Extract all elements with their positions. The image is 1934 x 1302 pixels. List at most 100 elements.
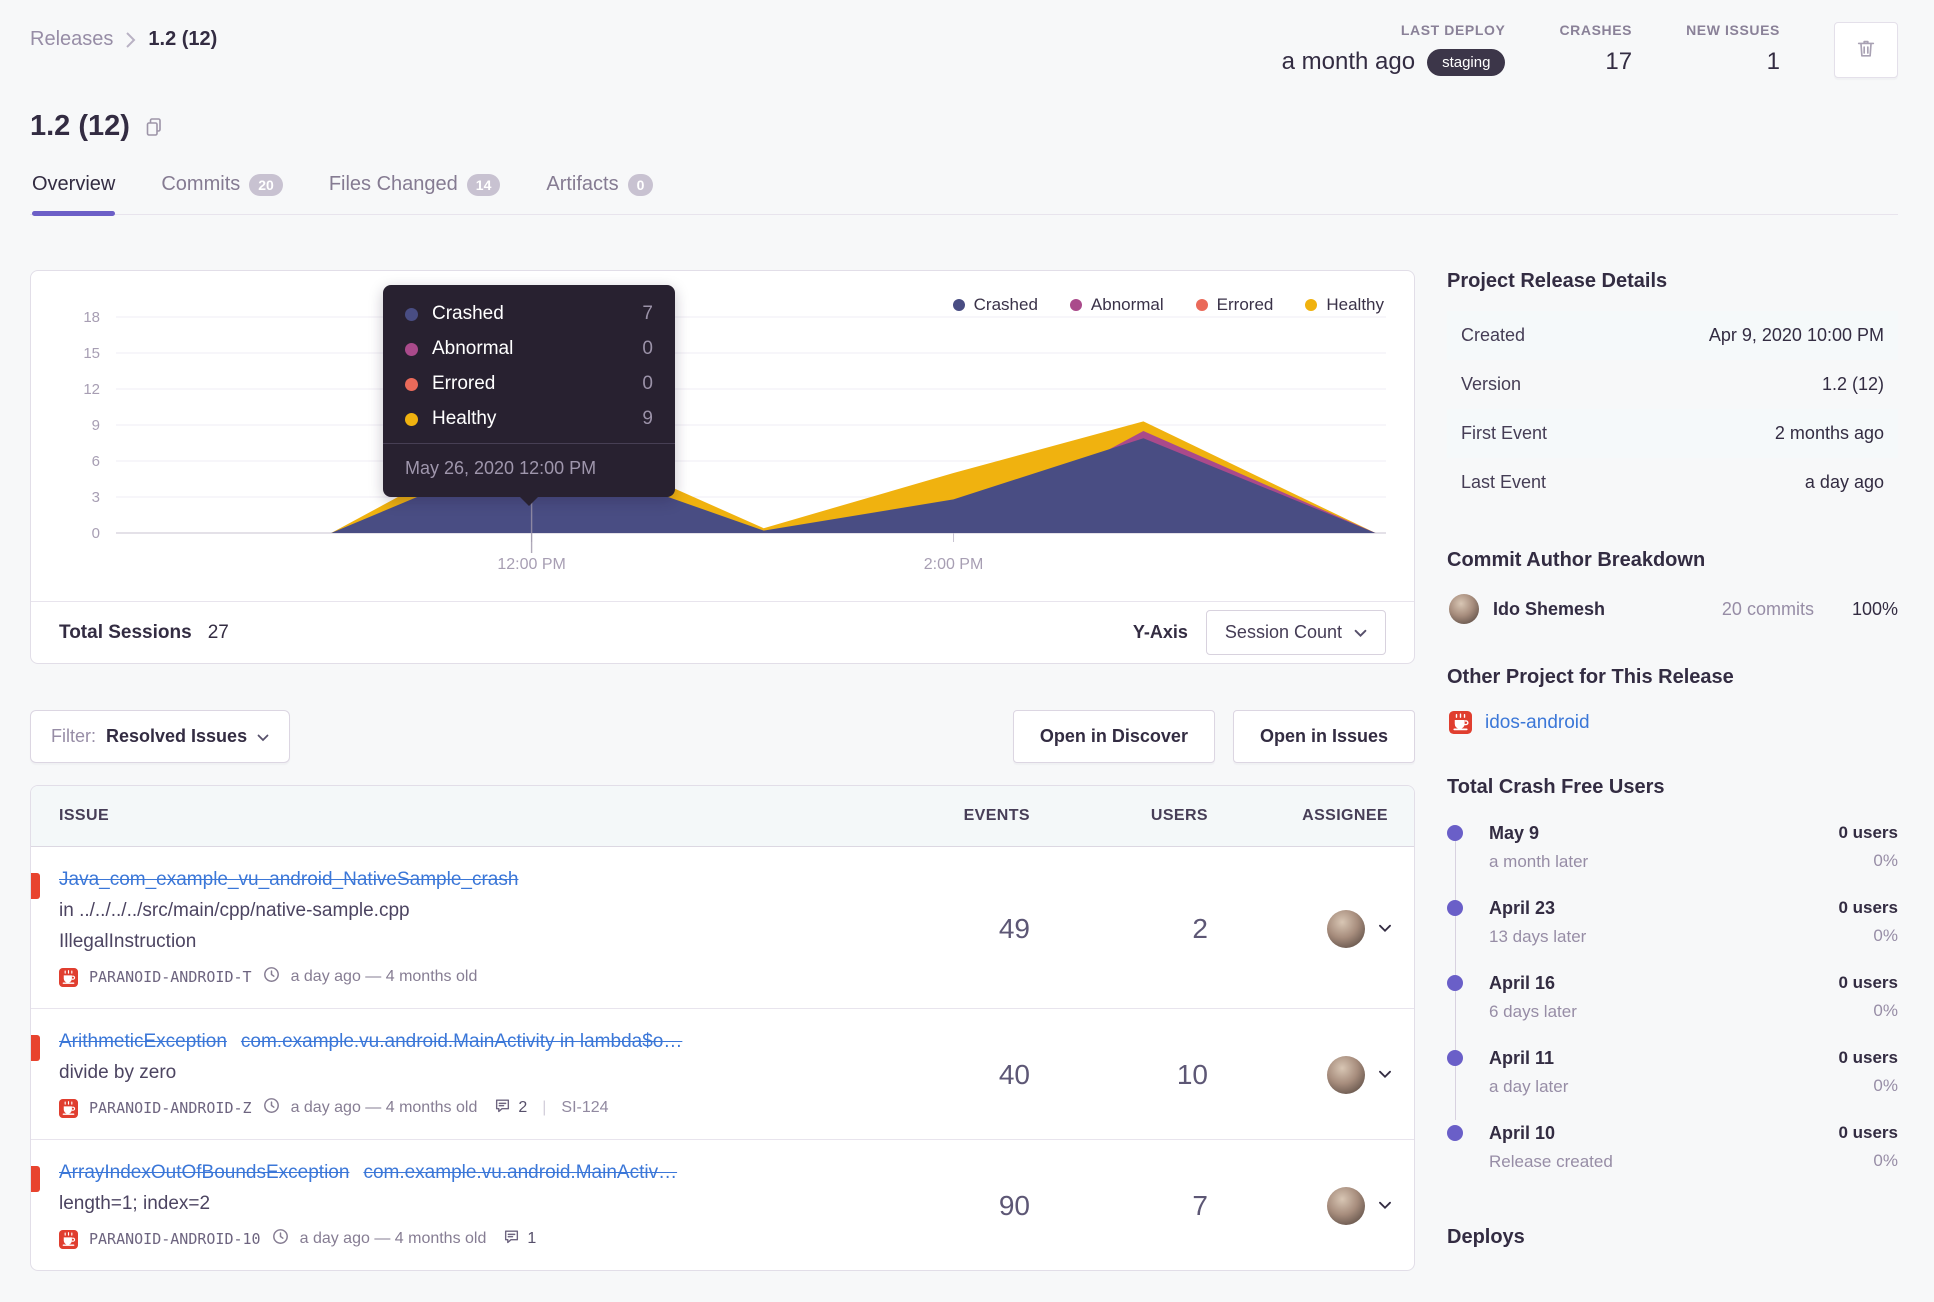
other-project-row: idos-android (1447, 711, 1898, 734)
chevron-down-icon (1378, 1066, 1392, 1084)
crash-free-heading: Total Crash Free Users (1447, 776, 1665, 798)
author-percent: 100% (1851, 598, 1898, 619)
clock-icon (263, 1097, 280, 1119)
svg-text:9: 9 (92, 417, 100, 434)
y-axis-select[interactable]: Session Count (1205, 610, 1386, 655)
project-slug: PARANOID-ANDROID-10 (89, 1230, 261, 1248)
y-axis-label: Y-Axis (1132, 622, 1188, 642)
detail-row-version: Version 1.2 (12) (1461, 374, 1884, 394)
error-level-indicator (31, 1035, 40, 1061)
copy-icon[interactable] (144, 116, 164, 138)
tab-files-changed[interactable]: Files Changed 14 (329, 173, 501, 214)
breadcrumb-releases-link[interactable]: Releases (30, 28, 114, 50)
svg-text:6: 6 (92, 453, 100, 470)
assignee-avatar (1327, 909, 1365, 948)
tooltip-row-abnormal: Abnormal 0 (405, 338, 653, 360)
files-changed-count-badge: 14 (466, 173, 501, 196)
users-count: 7 (1192, 1190, 1208, 1221)
last-deploy-label: LAST DEPLOY (1400, 22, 1506, 38)
page-title: 1.2 (12) (30, 110, 130, 142)
crash-free-timeline: May 9 a month later 0 users 0% April 23 … (1447, 823, 1898, 1172)
trash-icon (1855, 36, 1877, 65)
assignee-avatar (1327, 1056, 1365, 1094)
abnormal-dot-icon (1069, 299, 1082, 311)
tab-overview[interactable]: Overview (32, 173, 116, 216)
tooltip-row-healthy: Healthy 9 (405, 408, 653, 430)
issue-title-link[interactable]: ArrayIndexOutOfBoundsException (59, 1162, 350, 1183)
events-count: 90 (998, 1190, 1030, 1221)
tab-commits[interactable]: Commits 20 (161, 173, 283, 214)
timeline-dot-icon (1447, 1050, 1463, 1066)
assignee-avatar (1327, 1187, 1365, 1225)
author-name: Ido Shemesh (1493, 598, 1606, 619)
detail-row-last-event: Last Event a day ago (1461, 472, 1884, 492)
legend-abnormal[interactable]: Abnormal (1069, 295, 1164, 315)
issue-culprit-link[interactable]: com.example.vu.android.MainActiv… (363, 1162, 678, 1183)
commit-author-row: Ido Shemesh 20 commits 100% (1447, 594, 1898, 624)
errored-dot-icon (405, 377, 418, 391)
detail-row-first-event: First Event 2 months ago (1447, 409, 1898, 458)
project-cup-icon (59, 1229, 78, 1249)
healthy-dot-icon (405, 412, 418, 426)
chart-tooltip: Crashed 7 Abnormal 0 Errored 0 (383, 285, 675, 506)
legend-healthy[interactable]: Healthy (1305, 295, 1384, 315)
healthy-dot-icon (1305, 299, 1318, 311)
table-row: ArithmeticException com.example.vu.andro… (31, 1008, 1414, 1139)
breadcrumb: Releases 1.2 (12) (30, 22, 217, 51)
issue-value: divide by zero (59, 1062, 177, 1083)
issues-table-header: ISSUE EVENTS USERS ASSIGNEE (31, 786, 1414, 847)
assignee-dropdown[interactable] (1208, 1187, 1414, 1225)
error-level-indicator (31, 873, 40, 899)
issue-title-link[interactable]: ArithmeticException (59, 1031, 227, 1052)
column-events: EVENTS (963, 807, 1030, 824)
issue-culprit-link[interactable]: com.example.vu.android.MainActivity in l… (240, 1031, 683, 1052)
clock-icon (272, 1228, 289, 1250)
timeline-dot-icon (1447, 825, 1463, 841)
other-project-link[interactable]: idos-android (1485, 711, 1590, 733)
assignee-dropdown[interactable] (1208, 1056, 1414, 1094)
project-slug: PARANOID-ANDROID-Z (89, 1099, 252, 1117)
svg-text:15: 15 (83, 345, 100, 362)
sessions-chart-card: 0 3 6 9 12 15 18 12:00 PM 2:00 PM Crashed Abnorm… (30, 270, 1415, 664)
list-item: May 9 a month later 0 users 0% (1447, 823, 1898, 872)
issue-title-link[interactable]: Java_com_example_vu_android_NativeSample… (59, 869, 519, 890)
chevron-down-icon (1378, 920, 1392, 938)
deploys-heading: Deploys (1447, 1226, 1525, 1248)
column-issue: ISSUE (59, 807, 110, 824)
users-count: 10 (1176, 1059, 1208, 1090)
crashes-label: CRASHES (1559, 22, 1633, 38)
breadcrumb-current: 1.2 (12) (148, 28, 218, 50)
issue-short-id: SI-124 (561, 1099, 609, 1116)
last-deploy-value: a month ago (1281, 48, 1416, 75)
details-table: Created Apr 9, 2020 10:00 PM Version 1.2… (1447, 311, 1898, 507)
open-in-issues-button[interactable]: Open in Issues (1232, 710, 1415, 763)
comment-icon (494, 1097, 511, 1119)
crashed-dot-icon (952, 299, 965, 311)
environment-badge: staging (1427, 48, 1506, 76)
comment-icon (503, 1228, 520, 1250)
issue-age: a day ago — 4 months old (290, 968, 478, 985)
svg-text:18: 18 (83, 309, 100, 326)
chevron-down-icon (1354, 622, 1367, 643)
assignee-dropdown[interactable] (1208, 909, 1414, 948)
svg-text:3: 3 (92, 489, 100, 506)
chevron-down-icon (1378, 1197, 1392, 1215)
tab-artifacts[interactable]: Artifacts 0 (546, 173, 654, 214)
open-in-discover-button[interactable]: Open in Discover (1012, 710, 1215, 763)
new-issues-value: 1 (1766, 48, 1780, 75)
release-tabs: Overview Commits 20 Files Changed 14 Art… (30, 173, 1898, 216)
last-deploy-stat: LAST DEPLOY a month ago staging (1282, 22, 1506, 76)
detail-row-created: Created Apr 9, 2020 10:00 PM (1447, 311, 1898, 360)
new-issues-stat: NEW ISSUES 1 (1686, 22, 1780, 76)
legend-errored[interactable]: Errored (1195, 295, 1273, 315)
issue-age: a day ago — 4 months old (299, 1230, 487, 1247)
issue-filter-select[interactable]: Filter: Resolved Issues (30, 710, 291, 763)
chevron-right-icon (125, 31, 136, 49)
abnormal-dot-icon (405, 342, 418, 356)
issue-location: in ../../../../src/main/cpp/native-sampl… (59, 900, 410, 921)
svg-text:12: 12 (83, 381, 100, 398)
delete-release-button[interactable] (1834, 22, 1898, 78)
list-item: April 23 13 days later 0 users 0% (1447, 898, 1898, 947)
legend-crashed[interactable]: Crashed (952, 295, 1038, 315)
comments-count: 2 (494, 1097, 527, 1119)
